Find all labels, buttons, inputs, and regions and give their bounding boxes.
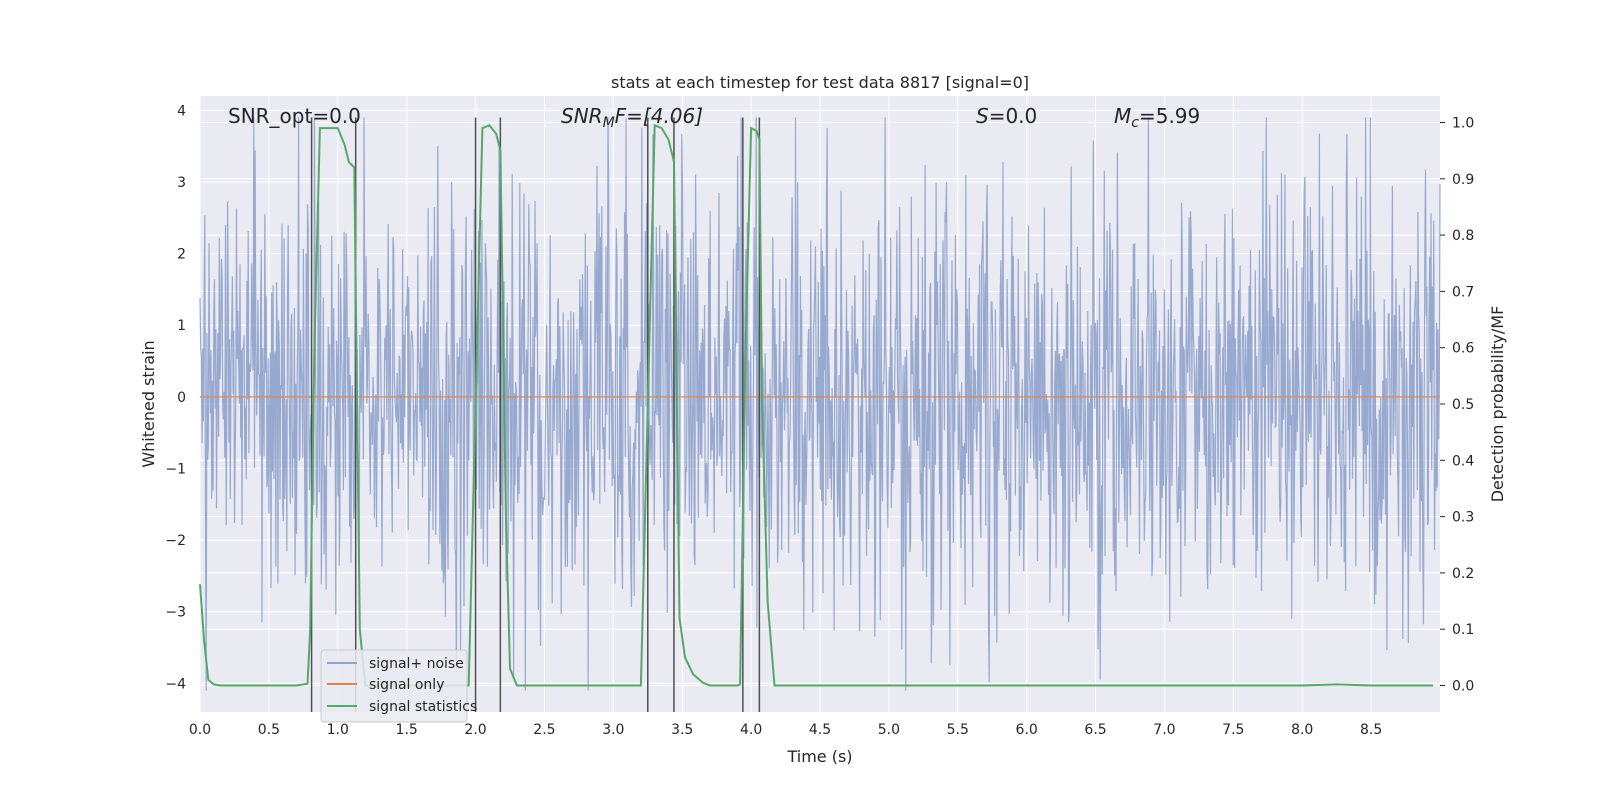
noise-line xyxy=(199,117,1441,691)
annotation-mc-sub: c xyxy=(1131,115,1139,131)
x-axis-label: Time (s) xyxy=(786,747,852,766)
series-signal-statistics xyxy=(199,123,1434,687)
y-tick-label: −2 xyxy=(165,533,186,549)
annotation-s-rest: =0.0 xyxy=(989,104,1038,128)
x-tick-label: 3.0 xyxy=(602,722,624,738)
y-tick-label: 2 xyxy=(177,247,186,263)
y-tick-label: 1 xyxy=(177,318,186,334)
x-tick-label: 4.0 xyxy=(740,722,762,738)
annotation-mc-rest: =5.99 xyxy=(1139,104,1200,128)
legend-label-noise: signal+ noise xyxy=(369,656,464,672)
x-tick-label: 5.0 xyxy=(878,722,900,738)
y2-tick-label: 0.1 xyxy=(1452,622,1474,638)
annotation-s-main: S xyxy=(976,104,989,128)
x-tick-label: 4.5 xyxy=(809,722,831,738)
x-tick-label: 6.5 xyxy=(1084,722,1106,738)
annotation-snr-mf-sub: M xyxy=(603,115,615,131)
y-tick-label: 4 xyxy=(177,103,186,119)
legend-box xyxy=(320,649,468,723)
y-tick-label: −4 xyxy=(165,676,186,692)
legend-label-stats: signal statistics xyxy=(369,699,477,715)
x-tick-label: 6.0 xyxy=(1016,722,1038,738)
x-tick-label: 5.5 xyxy=(947,722,969,738)
y2-tick-label: 0.5 xyxy=(1452,397,1474,413)
x-tick-label: 8.0 xyxy=(1291,722,1313,738)
x-tick-label: 0.0 xyxy=(189,722,211,738)
x-tick-label: 7.5 xyxy=(1222,722,1244,738)
y2-tick-label: 0.6 xyxy=(1452,341,1474,357)
y-tick-label: 3 xyxy=(177,175,186,191)
y2-tick-label: 0.3 xyxy=(1452,510,1474,526)
y-tick-labels: 4 3 2 1 0 −1 −2 −3 −4 xyxy=(165,103,186,692)
y2-tick-label: 0.4 xyxy=(1452,453,1474,469)
y-axis-label: Whitened strain xyxy=(139,340,158,467)
x-tick-label: 8.5 xyxy=(1360,722,1382,738)
x-tick-label: 0.5 xyxy=(258,722,280,738)
x-tick-label: 2.5 xyxy=(533,722,555,738)
y-tick-label: 0 xyxy=(177,390,186,406)
y-tick-label: −3 xyxy=(165,605,186,621)
y2-tick-labels: 1.0 0.9 0.8 0.7 0.6 0.5 0.4 0.3 0.2 0.1 0.0 xyxy=(1440,115,1474,695)
chart-title: stats at each timestep for test data 881… xyxy=(611,73,1029,92)
legend: signal+ noise signal only signal statist… xyxy=(320,649,477,723)
annotation-mc-main: M xyxy=(1114,104,1131,128)
y2-tick-label: 0.7 xyxy=(1452,284,1474,300)
y2-tick-label: 1.0 xyxy=(1452,115,1474,131)
y-tick-label: −1 xyxy=(165,461,186,477)
y2-tick-label: 0.8 xyxy=(1452,228,1474,244)
x-tick-label: 2.0 xyxy=(464,722,486,738)
annotation-snr-mf-main: SNR xyxy=(561,104,603,128)
legend-label-signal: signal only xyxy=(369,677,444,693)
annotation-snr-opt: SNR_opt=0.0 xyxy=(228,104,361,128)
annotation-s: S=0.0 xyxy=(976,104,1037,128)
x-tick-label: 3.5 xyxy=(671,722,693,738)
y2-axis-label: Detection probability/MF xyxy=(1488,306,1507,503)
x-tick-labels: 0.0 0.5 1.0 1.5 2.0 2.5 3.0 3.5 4.0 4.5 5.0 5.5 6.0 6… xyxy=(189,722,1382,738)
x-tick-label: 1.0 xyxy=(327,722,349,738)
y2-tick-label: 0.2 xyxy=(1452,566,1474,582)
annotation-snr-mf: SNRMF=[4.06] xyxy=(561,104,703,131)
annotation-mc: Mc=5.99 xyxy=(1114,104,1200,131)
x-tick-label: 1.5 xyxy=(396,722,418,738)
y2-tick-label: 0.9 xyxy=(1452,172,1474,188)
series-signal-noise xyxy=(199,117,1441,691)
annotation-snr-mf-rest: F=[4.06] xyxy=(615,104,703,128)
x-tick-label: 7.0 xyxy=(1153,722,1175,738)
y2-tick-label: 0.0 xyxy=(1452,679,1474,695)
stats-line xyxy=(199,123,1434,687)
